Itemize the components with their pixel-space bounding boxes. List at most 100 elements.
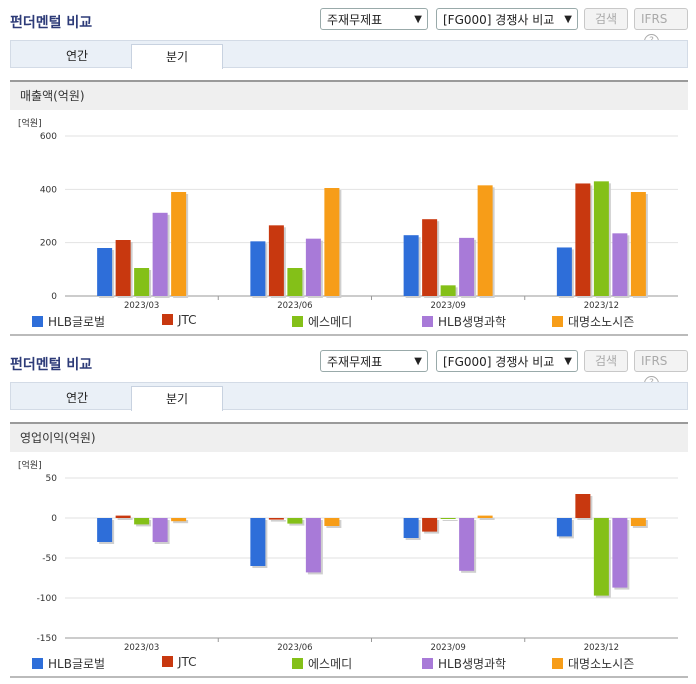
- tab-quarterly[interactable]: 분기: [131, 44, 223, 69]
- bar: [612, 233, 628, 296]
- legend-item[interactable]: HLB생명과학: [422, 655, 506, 672]
- legend-item[interactable]: HLB글로벌: [32, 655, 105, 672]
- legend-swatch: [552, 658, 563, 669]
- bar-shadow: [117, 517, 133, 520]
- legend-label: JTC: [178, 655, 197, 669]
- period-tabs: 연간 분기: [10, 40, 688, 69]
- unit-label: [억원]: [18, 459, 42, 471]
- unit-label: [억원]: [18, 117, 42, 129]
- bar-shadow: [173, 520, 189, 524]
- panel-title: 펀더멘털 비교: [10, 15, 93, 31]
- bar: [403, 235, 419, 296]
- bar: [97, 518, 113, 542]
- x-tick-label: 2023/06: [277, 301, 312, 310]
- period-tabs: 연간 분기: [10, 382, 688, 411]
- legend-item[interactable]: HLB생명과학: [422, 313, 506, 330]
- bar: [250, 518, 266, 566]
- bar: [287, 518, 303, 524]
- bar: [593, 518, 609, 596]
- bar: [630, 192, 646, 296]
- divider: [10, 334, 688, 336]
- bar: [152, 212, 168, 296]
- bar: [422, 518, 438, 532]
- bar: [556, 518, 572, 537]
- chevron-down-icon: ▼: [414, 14, 422, 25]
- search-button[interactable]: 검색: [584, 8, 628, 30]
- x-tick-label: 2023/03: [124, 643, 159, 652]
- peer-group-value: [FG000] 경쟁사 비교: [443, 355, 555, 369]
- bar: [575, 494, 591, 518]
- bar: [403, 518, 419, 538]
- y-tick-label: -100: [37, 594, 58, 604]
- legend-item[interactable]: HLB글로벌: [32, 313, 105, 330]
- legend-swatch: [32, 316, 43, 327]
- legend-item[interactable]: 에스메디: [292, 655, 352, 672]
- statement-type-select[interactable]: 주재무제표 ▼: [320, 8, 428, 30]
- legend-swatch: [292, 316, 303, 327]
- chevron-down-icon: ▼: [564, 356, 572, 367]
- legend-item[interactable]: 대명소노시즌: [552, 313, 634, 330]
- bar: [115, 515, 131, 518]
- peer-group-select[interactable]: [FG000] 경쟁사 비교 ▼: [436, 8, 578, 30]
- revenue-chart: [억원] 0 200 400 600 2023/03 2023/06 2023/09 2023/…: [18, 117, 678, 310]
- fundamental-panel-revenue: 펀더멘털 비교 주재무제표 ▼ [FG000] 경쟁사 비교 ▼ 검색 IFRS…: [0, 0, 696, 336]
- x-tick-label: 2023/03: [124, 301, 159, 310]
- bar: [440, 285, 456, 296]
- bar: [268, 518, 284, 520]
- operating-income-chart: [억원] 50 0 -50 -100 -150 2023/03 2023/06 2023/09 2…: [18, 459, 678, 652]
- peer-group-select[interactable]: [FG000] 경쟁사 비교 ▼: [436, 350, 578, 372]
- bar: [171, 192, 187, 296]
- tab-annual[interactable]: 연간: [65, 391, 89, 405]
- legend-item[interactable]: 에스메디: [292, 313, 352, 330]
- x-tick-label: 2023/12: [584, 301, 619, 310]
- legend-swatch: [162, 656, 173, 667]
- fundamental-panel-operating-income: 펀더멘털 비교 주재무제표 ▼ [FG000] 경쟁사 비교 ▼ 검색 IFRS…: [0, 342, 696, 678]
- legend-swatch: [552, 316, 563, 327]
- bar: [324, 188, 340, 296]
- bar: [459, 518, 475, 571]
- legend-label: 대명소노시즌: [568, 315, 635, 329]
- y-tick-label: 0: [51, 514, 57, 524]
- bar-shadow: [442, 520, 458, 521]
- x-tick-label: 2023/06: [277, 643, 312, 652]
- panel-title: 펀더멘털 비교: [10, 357, 93, 373]
- ifrs-label: IFRS: [641, 12, 668, 26]
- bar: [477, 185, 493, 296]
- tab-quarterly[interactable]: 분기: [131, 386, 223, 411]
- bar: [305, 518, 321, 573]
- legend-swatch: [422, 316, 433, 327]
- ifrs-button[interactable]: IFRS ?: [634, 350, 688, 391]
- bar: [440, 518, 456, 519]
- bar: [324, 518, 340, 526]
- search-button[interactable]: 검색: [584, 350, 628, 372]
- ifrs-button[interactable]: IFRS ?: [634, 8, 688, 49]
- legend-label: 대명소노시즌: [568, 657, 635, 671]
- legend-swatch: [292, 658, 303, 669]
- bar-shadow: [479, 517, 495, 520]
- legend-label: 에스메디: [308, 315, 353, 329]
- bar: [134, 518, 150, 525]
- legend-item[interactable]: 대명소노시즌: [552, 655, 634, 672]
- peer-group-value: [FG000] 경쟁사 비교: [443, 13, 555, 27]
- bar: [152, 518, 168, 542]
- tab-annual[interactable]: 연간: [65, 49, 89, 63]
- bar: [268, 225, 284, 296]
- legend-swatch: [422, 658, 433, 669]
- bar: [250, 241, 266, 296]
- bar: [459, 237, 475, 296]
- legend-label: HLB생명과학: [438, 315, 507, 329]
- chevron-down-icon: ▼: [564, 14, 572, 25]
- bar: [97, 248, 113, 296]
- legend-item[interactable]: JTC: [162, 313, 197, 327]
- statement-type-select[interactable]: 주재무제표 ▼: [320, 350, 428, 372]
- bar: [575, 183, 591, 296]
- bar: [115, 240, 131, 296]
- legend-label: HLB글로벌: [48, 315, 106, 329]
- divider: [10, 676, 688, 678]
- bar: [171, 518, 187, 522]
- legend-item[interactable]: JTC: [162, 655, 197, 669]
- bar: [134, 268, 150, 296]
- legend-label: JTC: [178, 313, 197, 327]
- section-title: 영업이익(억원): [10, 422, 688, 452]
- bar: [612, 518, 628, 588]
